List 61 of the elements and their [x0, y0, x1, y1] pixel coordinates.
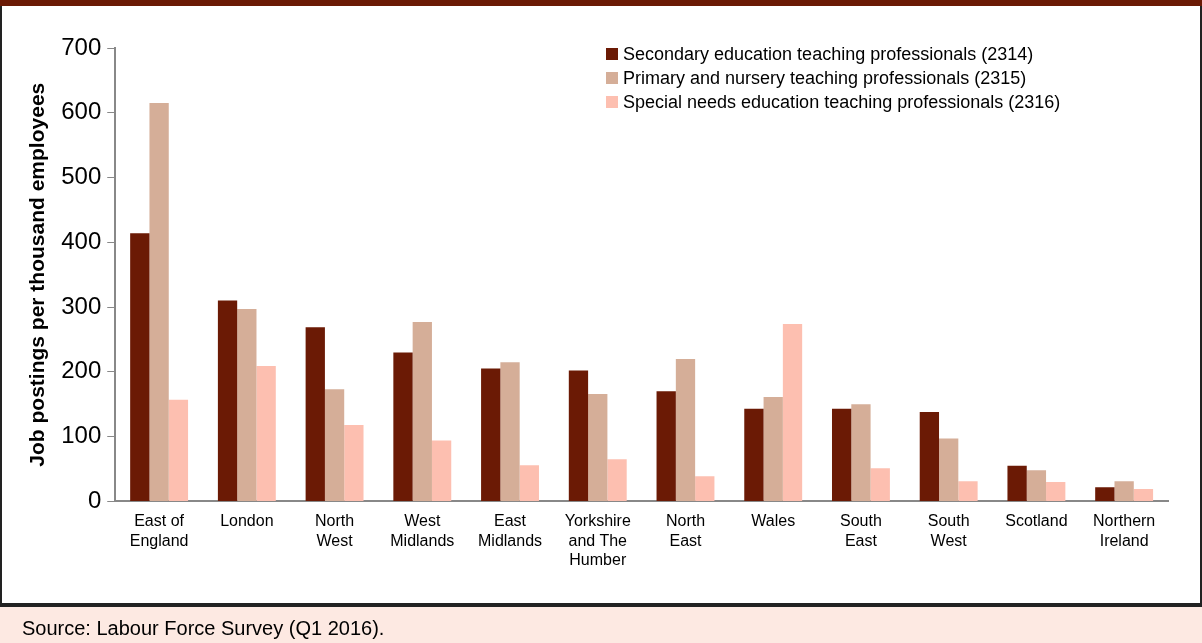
x-tick-label: West Midlands — [390, 512, 455, 549]
bar — [149, 103, 169, 501]
x-tick-label: Wales — [751, 512, 796, 530]
bar — [656, 391, 676, 501]
x-tick-label: Yorkshire and The Humber — [564, 512, 631, 568]
y-tick-label: 700 — [61, 32, 102, 60]
x-tick-label: Northern Ireland — [1093, 512, 1156, 549]
bar — [519, 465, 539, 501]
bar — [870, 468, 890, 501]
bar — [1095, 487, 1115, 501]
y-tick-label: 0 — [87, 486, 102, 514]
bar — [695, 476, 715, 501]
bar — [588, 393, 608, 501]
y-tick-label: 300 — [61, 291, 102, 319]
bar — [324, 389, 345, 501]
bar — [763, 397, 783, 501]
bar — [939, 438, 959, 501]
bar — [958, 481, 978, 501]
x-tick-label: North West — [315, 512, 355, 549]
y-axis-title: Job postings per thousand employees — [25, 82, 49, 467]
bar — [130, 233, 150, 501]
bar — [305, 327, 325, 501]
x-tick-label: Scotland — [1005, 512, 1068, 530]
bar — [919, 412, 940, 501]
x-tick-label: South West — [927, 512, 970, 549]
y-tick-label: 200 — [61, 356, 102, 384]
source-note: Source: Labour Force Survey (Q1 2016). — [0, 605, 1202, 643]
x-tick-label: South East — [840, 512, 882, 549]
legend-label: Secondary education teaching professionals (2314) — [623, 43, 1034, 66]
bar — [217, 300, 238, 501]
bar — [1046, 481, 1066, 501]
legend-label: Primary and nursery teaching professionals (2315) — [623, 67, 1027, 90]
legend-label: Special needs education teaching professionals (2316) — [623, 91, 1061, 114]
y-tick-label: 100 — [61, 421, 102, 449]
x-tick-label: East of England — [129, 512, 189, 549]
bar — [500, 362, 520, 501]
bar — [237, 309, 257, 501]
bar — [675, 358, 696, 501]
y-tick-label: 600 — [61, 97, 102, 125]
bar — [256, 366, 276, 501]
bar — [344, 424, 364, 501]
bar — [568, 370, 589, 501]
bar — [744, 408, 764, 501]
y-tick-label: 500 — [61, 162, 102, 190]
x-tick-label: East Midlands — [478, 512, 543, 549]
bar — [1007, 465, 1027, 501]
bar — [412, 321, 432, 501]
bar — [1114, 481, 1134, 501]
x-tick-label: London — [220, 512, 274, 530]
bar — [1026, 470, 1047, 501]
bar — [168, 399, 189, 501]
y-tick-label: 400 — [61, 226, 102, 254]
x-tick-label: North East — [665, 512, 706, 549]
bar — [393, 352, 413, 501]
bar — [851, 404, 871, 501]
bar — [832, 408, 852, 501]
bar — [431, 440, 452, 501]
bar — [481, 368, 501, 501]
bar — [1133, 489, 1154, 501]
bar — [607, 459, 627, 501]
bar — [782, 323, 803, 501]
